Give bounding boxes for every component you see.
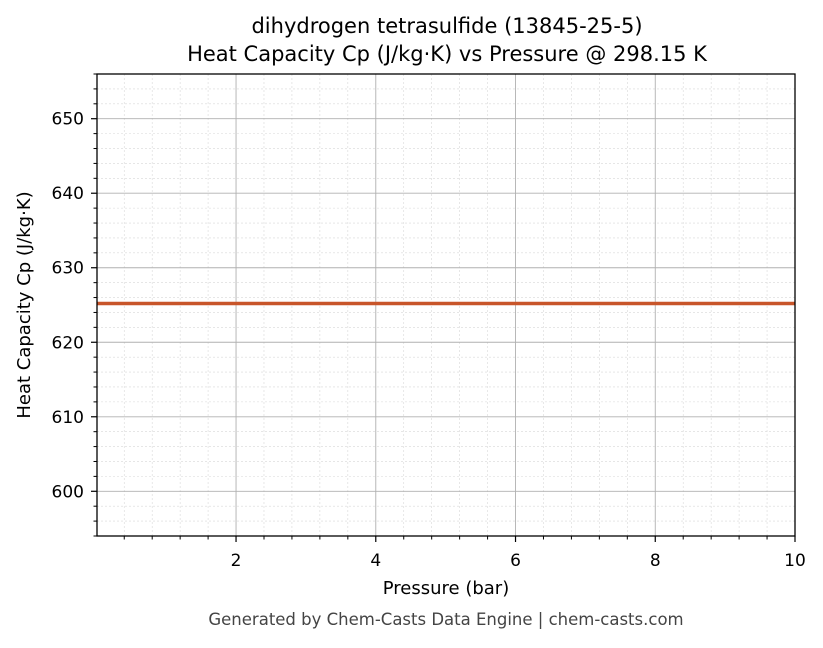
footer-credit: Generated by Chem-Casts Data Engine | ch…	[208, 610, 683, 629]
ticks-layer: 2 4 6 8 10 600 610 620 630 640 650	[52, 73, 806, 571]
y-tick-label: 600	[52, 482, 84, 502]
plot-frame	[96, 73, 796, 537]
y-tick-label: 640	[52, 184, 84, 204]
chart-title-line2: Heat Capacity Cp (J/kg·K) vs Pressure @ …	[187, 42, 708, 66]
x-tick-label: 2	[231, 551, 242, 571]
x-tick-label: 6	[510, 551, 521, 571]
x-tick-label: 8	[650, 551, 661, 571]
x-axis-label: Pressure (bar)	[383, 578, 509, 599]
y-axis-label: Heat Capacity Cp (J/kg·K)	[14, 191, 35, 418]
y-tick-label: 630	[52, 259, 84, 279]
x-tick-label: 10	[784, 551, 806, 571]
x-tick-label: 4	[370, 551, 381, 571]
chart-title-line1: dihydrogen tetrasulfide (13845-25-5)	[251, 14, 642, 38]
y-tick-label: 650	[52, 110, 84, 130]
y-tick-label: 610	[52, 408, 84, 428]
y-tick-label: 620	[52, 333, 84, 353]
